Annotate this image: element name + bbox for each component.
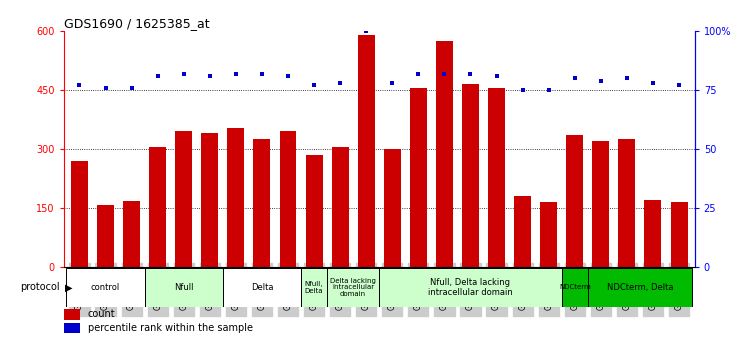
Bar xyxy=(540,203,557,267)
Text: Nfull,
Delta: Nfull, Delta xyxy=(305,281,324,294)
Bar xyxy=(379,268,562,307)
Bar xyxy=(514,197,531,267)
Point xyxy=(647,80,659,86)
Point xyxy=(308,83,320,88)
Text: NDCterm, Delta: NDCterm, Delta xyxy=(607,283,673,292)
Bar xyxy=(436,41,453,267)
Bar xyxy=(228,128,244,267)
Point xyxy=(282,73,294,79)
Bar xyxy=(644,200,662,267)
Bar xyxy=(223,268,301,307)
Point xyxy=(569,76,581,81)
Bar xyxy=(588,268,692,307)
Bar xyxy=(562,268,588,307)
Point xyxy=(100,85,112,90)
Bar xyxy=(301,268,327,307)
Text: percentile rank within the sample: percentile rank within the sample xyxy=(88,323,253,333)
Text: control: control xyxy=(91,283,120,292)
Text: Nfull: Nfull xyxy=(174,283,194,292)
Text: GDS1690 / 1625385_at: GDS1690 / 1625385_at xyxy=(64,17,210,30)
Point xyxy=(230,71,242,76)
Bar xyxy=(201,134,219,267)
Point xyxy=(517,87,529,93)
Point xyxy=(125,85,137,90)
Bar xyxy=(593,141,609,267)
Text: count: count xyxy=(88,309,116,319)
Point xyxy=(204,73,216,79)
Point xyxy=(464,71,476,76)
Bar xyxy=(64,309,80,320)
Text: Delta lacking
intracellular
domain: Delta lacking intracellular domain xyxy=(330,278,376,297)
Bar xyxy=(175,131,192,267)
Bar xyxy=(488,88,505,267)
Bar xyxy=(410,88,427,267)
Point xyxy=(256,71,268,76)
Bar xyxy=(566,136,584,267)
Text: protocol: protocol xyxy=(20,283,60,292)
Bar xyxy=(462,84,479,267)
Bar xyxy=(123,201,140,267)
Point xyxy=(152,73,164,79)
Point xyxy=(334,80,346,86)
Point xyxy=(595,78,607,83)
Bar xyxy=(618,139,635,267)
Bar xyxy=(97,205,114,267)
Point xyxy=(178,71,190,76)
Text: ▶: ▶ xyxy=(65,283,72,292)
Point xyxy=(490,73,502,79)
Text: Delta: Delta xyxy=(251,283,273,292)
Bar xyxy=(327,268,379,307)
Point xyxy=(439,71,451,76)
Bar xyxy=(306,155,323,267)
Bar xyxy=(145,268,223,307)
Point xyxy=(621,76,633,81)
Point xyxy=(673,83,685,88)
Point xyxy=(412,71,424,76)
Bar xyxy=(254,139,270,267)
Bar xyxy=(384,149,401,267)
Bar xyxy=(279,131,297,267)
Point xyxy=(360,28,372,34)
Bar xyxy=(671,203,687,267)
Text: NDCterm: NDCterm xyxy=(559,284,590,290)
Text: Nfull, Delta lacking
intracellular domain: Nfull, Delta lacking intracellular domai… xyxy=(428,278,513,297)
Bar xyxy=(149,147,166,267)
Bar xyxy=(64,323,80,333)
Point xyxy=(74,83,86,88)
Bar xyxy=(357,35,375,267)
Point xyxy=(386,80,398,86)
Bar xyxy=(71,161,88,267)
Bar xyxy=(332,147,348,267)
Point xyxy=(543,87,555,93)
Bar xyxy=(66,268,145,307)
